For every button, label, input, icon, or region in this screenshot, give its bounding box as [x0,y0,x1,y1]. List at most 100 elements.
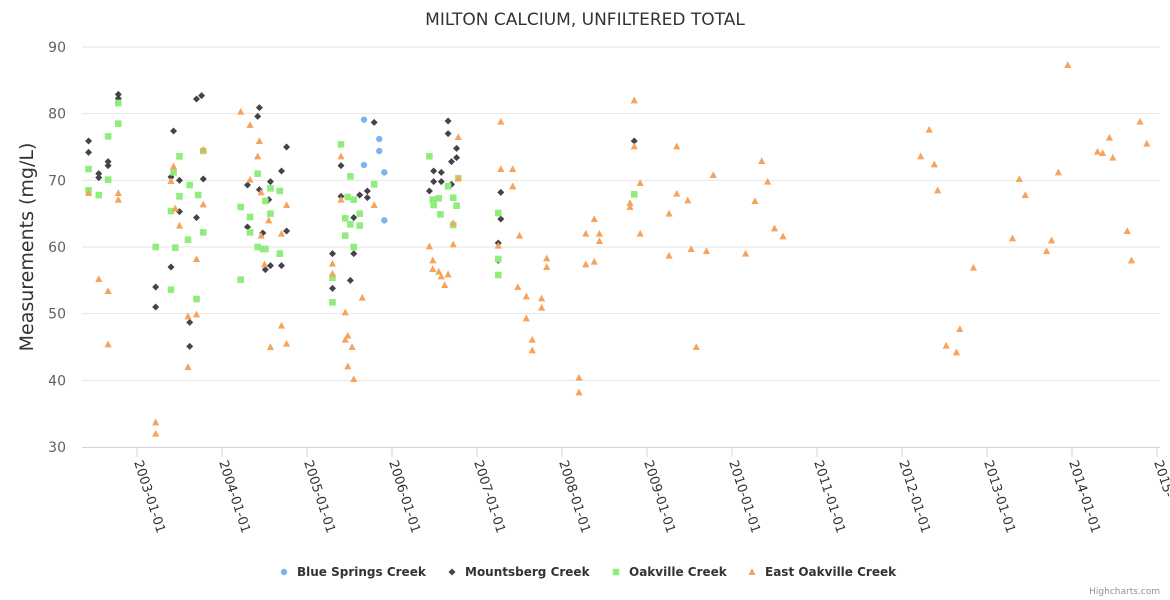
data-point[interactable] [575,373,583,381]
data-point[interactable] [337,195,345,203]
data-point[interactable] [1064,61,1072,68]
data-point[interactable] [630,96,638,104]
data-point[interactable] [1042,247,1051,254]
data-point[interactable] [538,294,546,302]
data-point[interactable] [429,196,437,203]
data-point[interactable] [1123,227,1131,234]
data-point[interactable] [595,237,603,244]
data-point[interactable] [104,287,112,294]
data-point[interactable] [764,177,772,185]
data-point[interactable] [444,270,452,278]
data-point[interactable] [636,229,644,237]
data-point[interactable] [254,152,262,160]
data-point[interactable] [350,214,358,222]
data-point[interactable] [453,154,461,162]
data-point[interactable] [376,135,383,143]
data-point[interactable] [444,130,452,138]
data-point[interactable] [426,153,433,160]
data-point[interactable] [244,223,251,231]
data-point[interactable] [514,283,522,290]
data-point[interactable] [276,250,284,257]
data-point[interactable] [176,193,183,200]
data-point[interactable] [595,229,603,237]
data-point[interactable] [344,362,352,370]
data-point[interactable] [266,178,274,186]
data-point[interactable] [171,204,179,212]
data-point[interactable] [1109,153,1117,161]
data-point[interactable] [429,265,437,272]
data-point[interactable] [278,262,285,270]
data-point[interactable] [171,244,179,251]
data-point[interactable] [175,221,184,229]
data-point[interactable] [370,118,378,126]
data-point[interactable] [170,169,177,176]
data-point[interactable] [630,142,638,150]
data-point[interactable] [449,240,457,248]
data-point[interactable] [199,145,207,153]
data-point[interactable] [779,232,787,240]
data-point[interactable] [370,201,378,208]
data-point[interactable] [429,256,437,264]
data-point[interactable] [237,107,245,115]
data-point[interactable] [350,243,358,251]
data-point[interactable] [942,341,950,349]
data-point[interactable] [255,137,263,144]
data-point[interactable] [363,194,371,202]
data-point[interactable] [673,142,681,150]
data-point[interactable] [254,112,262,120]
data-point[interactable] [430,167,438,175]
data-point[interactable] [528,346,536,354]
data-point[interactable] [193,95,200,103]
data-point[interactable] [328,269,337,277]
data-point[interactable] [590,215,598,222]
data-point[interactable] [449,219,457,226]
data-point[interactable] [430,201,437,209]
data-point[interactable] [1136,117,1144,125]
data-point[interactable] [453,144,461,152]
data-point[interactable] [278,167,285,175]
data-point[interactable] [192,255,201,262]
data-point[interactable] [522,292,530,300]
data-point[interactable] [200,229,207,236]
data-point[interactable] [254,170,261,177]
data-point[interactable] [337,152,345,160]
data-point[interactable] [246,229,254,236]
data-point[interactable] [346,276,354,284]
data-point[interactable] [1093,147,1102,155]
data-point[interactable] [104,340,112,348]
data-point[interactable] [167,263,175,271]
data-point[interactable] [262,245,269,253]
data-point[interactable] [497,117,505,125]
data-point[interactable] [167,286,175,293]
data-point[interactable] [246,175,254,183]
data-point[interactable] [437,178,445,186]
data-point[interactable] [246,213,254,221]
data-point[interactable] [437,168,445,176]
data-point[interactable] [104,162,112,170]
data-point[interactable] [917,152,925,160]
data-point[interactable] [257,188,265,196]
data-point[interactable] [186,318,194,326]
data-point[interactable] [630,191,638,198]
data-point[interactable] [329,299,336,306]
data-point[interactable] [329,274,336,281]
data-point[interactable] [1054,168,1062,176]
data-point[interactable] [199,200,207,208]
data-point[interactable] [283,339,291,347]
data-point[interactable] [673,189,681,197]
data-point[interactable] [152,303,160,311]
data-point[interactable] [509,182,517,190]
data-point[interactable] [758,157,766,164]
data-point[interactable] [1099,149,1107,156]
data-point[interactable] [348,343,356,350]
data-point[interactable] [1127,256,1136,264]
data-point[interactable] [543,263,551,270]
data-point[interactable] [356,191,364,199]
data-point[interactable] [665,251,673,259]
data-point[interactable] [515,231,524,239]
data-point[interactable] [356,210,363,217]
data-point[interactable] [341,308,349,316]
data-point[interactable] [261,266,269,274]
data-point[interactable] [1105,133,1113,141]
data-point[interactable] [497,165,505,172]
